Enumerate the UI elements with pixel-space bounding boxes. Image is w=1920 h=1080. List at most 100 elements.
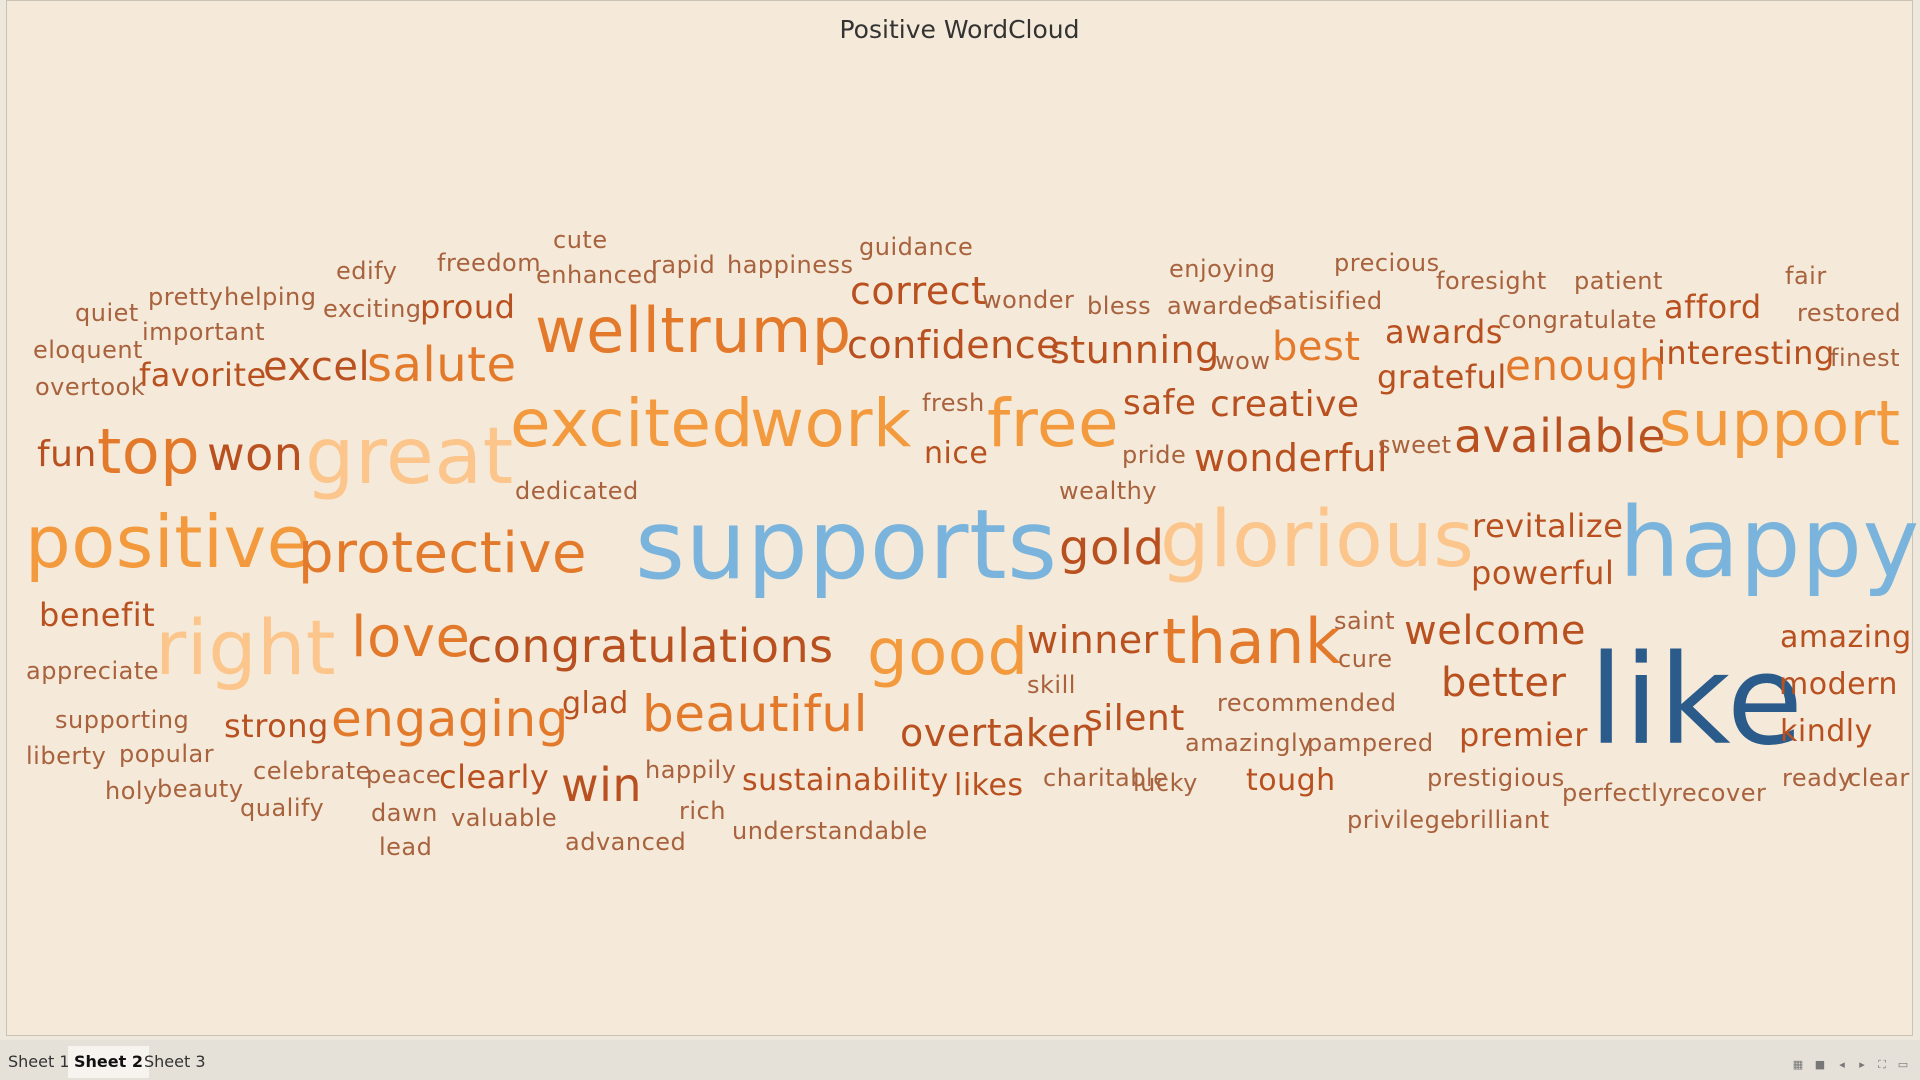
presentation-mode-icon[interactable]: ▭ — [1897, 1058, 1909, 1071]
word-won: won — [207, 427, 304, 481]
word-clear: clear — [1848, 764, 1910, 792]
grid-view-icon[interactable]: ▦ — [1792, 1058, 1804, 1071]
word-awards: awards — [1385, 313, 1503, 351]
word-safe: safe — [1123, 383, 1197, 423]
word-ready: ready — [1782, 764, 1853, 792]
word-wealthy: wealthy — [1059, 477, 1158, 505]
word-cute: cute — [553, 226, 608, 254]
word-available: available — [1454, 409, 1667, 463]
word-enjoying: enjoying — [1169, 255, 1276, 283]
word-excited: excited — [510, 385, 754, 462]
word-love: love — [351, 605, 471, 670]
word-quiet: quiet — [75, 299, 139, 327]
word-brilliant: brilliant — [1454, 806, 1550, 834]
word-favorite: favorite — [139, 356, 267, 394]
word-engaging: engaging — [331, 690, 569, 748]
word-strong: strong — [224, 707, 329, 745]
word-happiness: happiness — [727, 251, 854, 279]
word-awarded: awarded — [1167, 292, 1275, 320]
word-fun: fun — [37, 434, 97, 475]
tab-sheet-1[interactable]: Sheet 1 — [8, 1052, 70, 1071]
word-positive: positive — [25, 500, 312, 584]
next-sheet-icon[interactable]: ▸ — [1859, 1058, 1865, 1071]
word-top: top — [97, 415, 201, 488]
word-pampered: pampered — [1307, 729, 1434, 757]
word-helping: helping — [224, 283, 317, 311]
word-freedom: freedom — [437, 249, 542, 277]
word-foresight: foresight — [1436, 267, 1547, 295]
word-skill: skill — [1027, 671, 1076, 699]
word-amazing: amazing — [1780, 620, 1912, 655]
word-appreciate: appreciate — [26, 657, 160, 685]
word-nice: nice — [924, 436, 989, 471]
word-happily: happily — [645, 756, 737, 784]
word-happy: happy — [1619, 487, 1920, 599]
word-pretty: pretty — [148, 283, 224, 311]
word-supports: supports — [635, 489, 1058, 601]
word-restored: restored — [1797, 299, 1902, 327]
word-liberty: liberty — [26, 742, 107, 770]
word-stunning: stunning — [1050, 328, 1220, 372]
fullscreen-icon[interactable]: ⛶ — [1878, 1058, 1886, 1071]
word-right: right — [155, 603, 337, 692]
word-dedicated: dedicated — [515, 477, 639, 505]
word-peace: peace — [366, 761, 442, 789]
tab-sheet-3[interactable]: Sheet 3 — [144, 1052, 206, 1071]
word-fair: fair — [1785, 262, 1827, 290]
word-valuable: valuable — [451, 804, 558, 832]
word-grateful: grateful — [1377, 358, 1507, 396]
word-patient: patient — [1574, 267, 1663, 295]
word-understandable: understandable — [732, 817, 928, 845]
word-better: better — [1441, 660, 1567, 706]
word-celebrate: celebrate — [253, 757, 371, 785]
filmstrip-view-icon[interactable]: ■ — [1814, 1058, 1826, 1071]
word-congratulations: congratulations — [467, 619, 834, 673]
word-work: work — [750, 385, 912, 462]
word-proud: proud — [420, 288, 516, 326]
word-revitalize: revitalize — [1472, 507, 1624, 545]
word-powerful: powerful — [1471, 554, 1615, 592]
word-overtaken: overtaken — [900, 711, 1096, 755]
word-best: best — [1272, 324, 1361, 370]
word-recover: recover — [1672, 779, 1767, 807]
word-popular: popular — [119, 740, 215, 768]
worksheet-view: Positive WordCloud cute guidance freedom ed… — [6, 0, 1919, 1036]
word-support: support — [1659, 387, 1901, 460]
tab-sheet-2[interactable]: Sheet 2 — [68, 1046, 149, 1078]
word-sustainability: sustainability — [742, 763, 949, 798]
word-excel: excel — [263, 344, 371, 390]
word-great: great — [305, 412, 514, 502]
word-premier: premier — [1459, 716, 1588, 754]
word-wow: wow — [1215, 347, 1271, 375]
word-saint: saint — [1334, 607, 1395, 635]
word-prestigious: prestigious — [1427, 764, 1565, 792]
word-holy: holy — [105, 777, 158, 805]
word-advanced: advanced — [565, 828, 687, 856]
word-afford: afford — [1664, 288, 1762, 326]
chart-title: Positive WordCloud — [839, 15, 1080, 44]
word-welltrump: welltrump — [535, 294, 852, 367]
word-creative: creative — [1210, 384, 1360, 425]
word-free: free — [987, 385, 1120, 462]
word-finest: finest — [1830, 344, 1901, 372]
word-glorious: glorious — [1160, 495, 1475, 585]
word-congratulate: congratulate — [1498, 306, 1658, 334]
word-qualify: qualify — [240, 794, 325, 822]
word-beautiful: beautiful — [642, 685, 869, 743]
previous-sheet-icon[interactable]: ◂ — [1839, 1058, 1845, 1071]
word-likes: likes — [954, 768, 1024, 803]
word-like: like — [1589, 629, 1804, 773]
word-correct: correct — [850, 269, 987, 313]
word-lead: lead — [379, 833, 433, 861]
word-pride: pride — [1122, 441, 1187, 469]
word-beauty: beauty — [157, 775, 244, 803]
word-guidance: guidance — [859, 233, 974, 261]
word-enhanced: enhanced — [536, 261, 659, 289]
word-overtook: overtook — [35, 373, 146, 401]
word-cloud: cute guidance freedom edify enhanced rapid hap… — [7, 1, 1919, 1035]
word-salute: salute — [367, 337, 517, 393]
sheet-tab-bar: Sheet 1 Sheet 2 Sheet 3 — [0, 1040, 1920, 1080]
word-cure: cure — [1338, 645, 1393, 673]
word-perfectly: perfectly — [1562, 779, 1674, 807]
word-silent: silent — [1084, 698, 1185, 739]
